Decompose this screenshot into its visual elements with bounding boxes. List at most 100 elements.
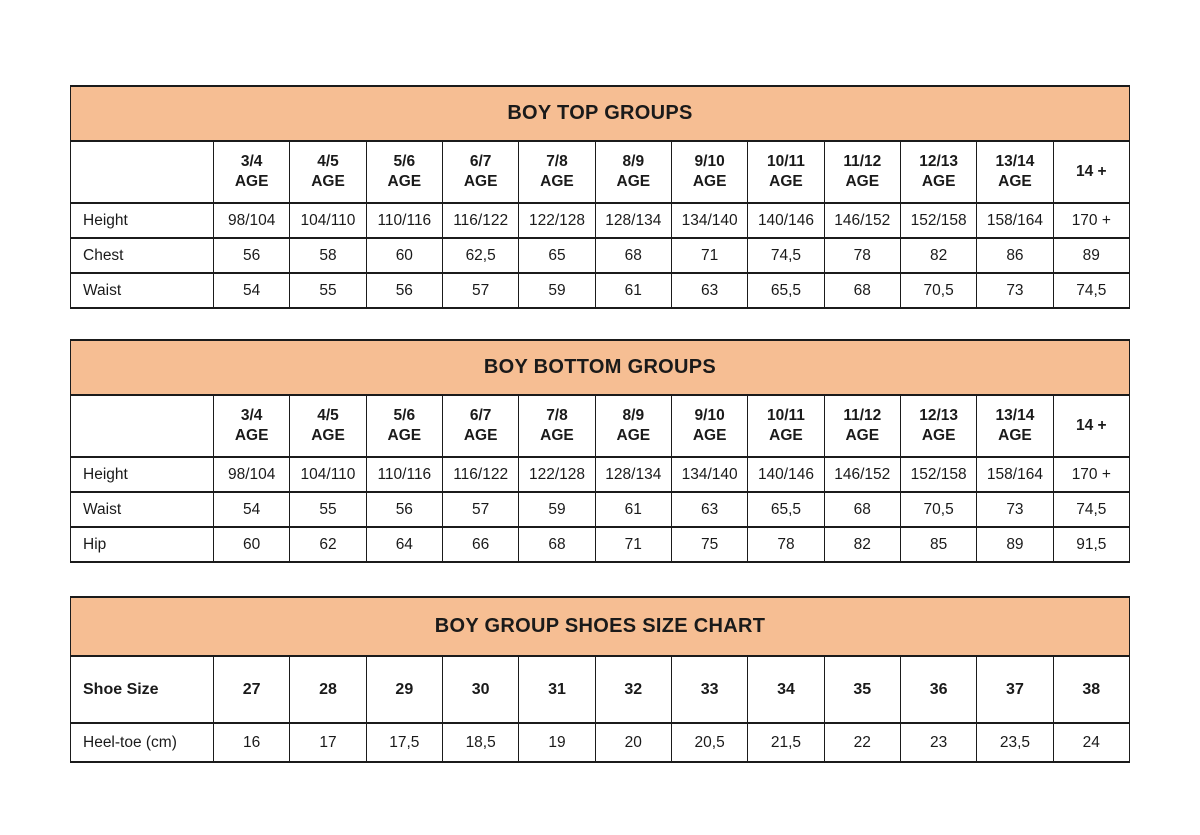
- column-header-line: AGE: [387, 427, 422, 444]
- column-header-cell: 6/7 AGE: [441, 140, 520, 204]
- column-header-line: 13/14: [995, 152, 1035, 170]
- column-header-cell: 35: [823, 655, 901, 724]
- column-header-line: 35: [853, 680, 872, 698]
- column-header-line: 12/13: [919, 152, 959, 170]
- value-cell: 62: [289, 526, 367, 563]
- value-cell: 54: [212, 272, 291, 309]
- value-cell: 17: [289, 722, 367, 763]
- column-header-line: AGE: [692, 427, 727, 444]
- value-cell: 134/140: [670, 202, 749, 239]
- column-header-line: AGE: [311, 173, 345, 190]
- column-header-line: 29: [395, 680, 414, 698]
- value-cell: 128/134: [594, 202, 672, 239]
- column-header-line: 5/6: [393, 152, 416, 170]
- column-header-line: AGE: [921, 173, 956, 190]
- value-cell: 63: [670, 491, 749, 528]
- corner-cell: [70, 394, 214, 458]
- column-header-line: AGE: [921, 427, 956, 444]
- row-label: Waist: [70, 272, 214, 309]
- column-header-cell: 29: [365, 655, 443, 724]
- column-header-cell: 28: [289, 655, 367, 724]
- column-header-line: AGE: [769, 427, 803, 444]
- value-cell: 68: [594, 237, 672, 274]
- row-label: Height: [70, 202, 214, 239]
- value-cell: 82: [899, 237, 978, 274]
- value-cell: 57: [441, 272, 520, 309]
- column-header-cell: 11/12 AGE: [823, 394, 901, 458]
- column-header-line: 11/12: [843, 152, 882, 170]
- value-cell: 65: [518, 237, 596, 274]
- column-header-line: 8/9: [622, 406, 645, 424]
- value-cell: 116/122: [441, 456, 520, 493]
- column-header-line: AGE: [234, 427, 269, 444]
- value-cell: 56: [365, 272, 443, 309]
- value-cell: 55: [289, 491, 367, 528]
- column-header-line: AGE: [234, 173, 269, 190]
- value-cell: 64: [365, 526, 443, 563]
- column-header-line: 3/4: [240, 152, 263, 170]
- value-cell: 116/122: [441, 202, 520, 239]
- value-cell: 89: [1052, 237, 1131, 274]
- value-cell: 21,5: [747, 722, 825, 763]
- value-cell: 18,5: [441, 722, 520, 763]
- column-header-cell: 5/6 AGE: [365, 394, 443, 458]
- value-cell: 170 +: [1052, 202, 1131, 239]
- column-header-cell: 11/12 AGE: [823, 140, 901, 204]
- column-header-cell: 38: [1052, 655, 1131, 724]
- row-label: Heel-toe (cm): [70, 722, 214, 763]
- column-header-line: 6/7: [469, 152, 492, 170]
- column-header-cell: 30: [441, 655, 520, 724]
- column-header-line: 37: [1006, 680, 1024, 698]
- column-header-line: AGE: [845, 173, 880, 190]
- column-header-cell: 13/14 AGE: [976, 394, 1054, 458]
- value-cell: 54: [212, 491, 291, 528]
- column-header-cell: 14 +: [1052, 394, 1131, 458]
- value-cell: 63: [670, 272, 749, 309]
- value-cell: 60: [365, 237, 443, 274]
- value-cell: 134/140: [670, 456, 749, 493]
- column-header-line: AGE: [845, 427, 880, 444]
- column-header-cell: 3/4 AGE: [212, 394, 291, 458]
- column-header-cell: 4/5 AGE: [289, 140, 367, 204]
- column-header-line: 7/8: [546, 406, 568, 424]
- value-cell: 58: [289, 237, 367, 274]
- value-cell: 73: [976, 491, 1054, 528]
- value-cell: 110/116: [365, 202, 443, 239]
- value-cell: 62,5: [441, 237, 520, 274]
- column-header-line: 36: [929, 680, 948, 698]
- value-cell: 16: [212, 722, 291, 763]
- column-header-line: AGE: [769, 173, 803, 190]
- value-cell: 68: [518, 526, 596, 563]
- value-cell: 74,5: [1052, 491, 1131, 528]
- column-header-line: 4/5: [317, 406, 339, 424]
- column-header-line: AGE: [463, 427, 498, 444]
- column-header-cell: 32: [594, 655, 672, 724]
- value-cell: 70,5: [899, 272, 978, 309]
- boy-top-groups-table: BOY TOP GROUPS 3/4 AGE 4/5 AGE 5/6 AGE 6/7 AGE 7/…: [70, 85, 1131, 309]
- column-header-line: 8/9: [622, 152, 645, 170]
- column-header-line: 38: [1082, 680, 1101, 698]
- column-header-line: AGE: [616, 427, 651, 444]
- column-header-cell: 33: [670, 655, 749, 724]
- column-header-line: 28: [319, 680, 337, 698]
- value-cell: 158/164: [976, 202, 1054, 239]
- value-cell: 110/116: [365, 456, 443, 493]
- value-cell: 75: [670, 526, 749, 563]
- column-header-line: AGE: [463, 173, 498, 190]
- row-label: Hip: [70, 526, 214, 563]
- value-cell: 82: [823, 526, 901, 563]
- value-cell: 98/104: [212, 456, 291, 493]
- column-header-cell: 8/9 AGE: [594, 140, 672, 204]
- value-cell: 152/158: [899, 202, 978, 239]
- column-header-line: 11/12: [843, 406, 882, 424]
- column-header-line: AGE: [998, 427, 1032, 444]
- column-header-line: 4/5: [317, 152, 339, 170]
- value-cell: 23: [899, 722, 978, 763]
- value-cell: 170 +: [1052, 456, 1131, 493]
- column-header-cell: 31: [518, 655, 596, 724]
- column-header-line: 32: [624, 680, 643, 698]
- value-cell: 68: [823, 272, 901, 309]
- value-cell: 61: [594, 272, 672, 309]
- value-cell: 86: [976, 237, 1054, 274]
- column-header-cell: 10/11 AGE: [747, 394, 825, 458]
